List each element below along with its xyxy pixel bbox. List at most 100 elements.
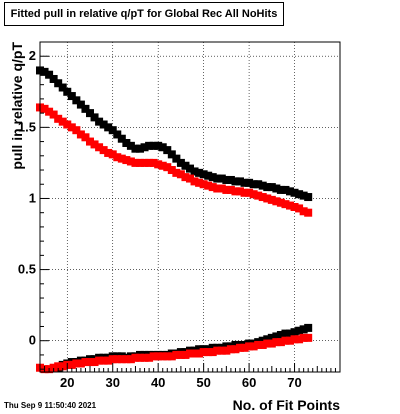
data-point [67,360,76,369]
data-point [186,349,194,358]
data-point [126,355,135,364]
data-point [104,148,113,157]
data-point [181,350,190,359]
data-point [158,352,167,361]
data-point [276,185,285,194]
data-point [176,170,185,179]
data-point [245,178,254,187]
data-point [149,352,158,361]
data-point [267,339,276,348]
data-point [104,123,113,132]
data-point [163,146,172,155]
data-point [281,200,290,209]
data-point [131,353,140,362]
data-point [167,166,176,175]
data-point [81,358,90,367]
data-point [140,158,149,167]
data-point [231,187,240,196]
data-point [199,180,208,189]
data-point [149,141,158,150]
data-point [54,79,63,88]
data-point [272,197,281,206]
data-point [195,178,204,187]
data-point [199,170,208,179]
data-point [113,153,122,162]
data-point [295,326,304,335]
data-point [126,157,135,166]
data-point [295,190,304,199]
data-point [136,353,144,362]
data-point [86,109,94,118]
data-point [104,356,113,365]
series-2 [36,103,313,217]
data-point [145,141,154,150]
data-point [263,194,272,203]
data-point [186,174,194,183]
data-point [67,92,76,101]
data-point [249,190,258,199]
data-point [86,137,94,146]
data-point [208,183,217,192]
data-point [181,161,190,170]
data-point [172,168,181,177]
data-point [217,346,226,355]
data-point [254,180,263,189]
data-point [176,158,185,167]
y-tick-label: 2 [29,48,36,63]
data-point [167,150,176,159]
data-point [231,340,240,349]
data-point [245,342,254,351]
data-point [54,114,63,123]
data-point [286,201,294,210]
data-point [258,336,267,345]
data-point [267,333,276,342]
y-tick-label: 0 [29,333,36,348]
data-point [145,158,154,167]
data-point [199,348,208,357]
data-point [245,188,254,197]
data-point [249,342,258,351]
data-point [167,352,176,361]
data-point [108,150,117,159]
x-tick-label: 60 [242,375,256,390]
series-layer [36,66,313,374]
data-point [45,107,54,116]
data-point [263,335,272,344]
data-point [113,355,122,364]
y-tick-label: 1 [29,190,36,205]
data-point [176,350,185,359]
x-axis-label: No. of Fit Points [233,397,341,413]
y-tick-label: 0.5 [18,262,36,277]
data-point [276,331,285,340]
data-point [190,177,199,186]
data-point [190,349,199,358]
data-point [108,355,117,364]
data-point [90,358,99,367]
data-point [299,333,308,342]
data-point [72,126,81,135]
data-point [181,173,190,182]
data-point [258,181,267,190]
y-tick-label: 1.5 [18,119,36,134]
data-point [231,345,240,354]
data-point [299,191,308,200]
data-point [299,325,308,334]
data-point [95,117,104,126]
data-point [272,332,281,341]
data-point [254,191,263,200]
data-point [58,83,67,92]
data-point [122,138,131,147]
data-point [131,158,140,167]
data-point [45,70,54,79]
data-point [99,146,108,155]
data-point [72,359,81,368]
data-point [58,362,67,371]
data-point [163,352,172,361]
data-point [222,185,231,194]
data-point [81,133,90,142]
data-point [258,193,267,202]
data-point [267,183,276,192]
data-point [240,188,249,197]
data-point [208,173,217,182]
